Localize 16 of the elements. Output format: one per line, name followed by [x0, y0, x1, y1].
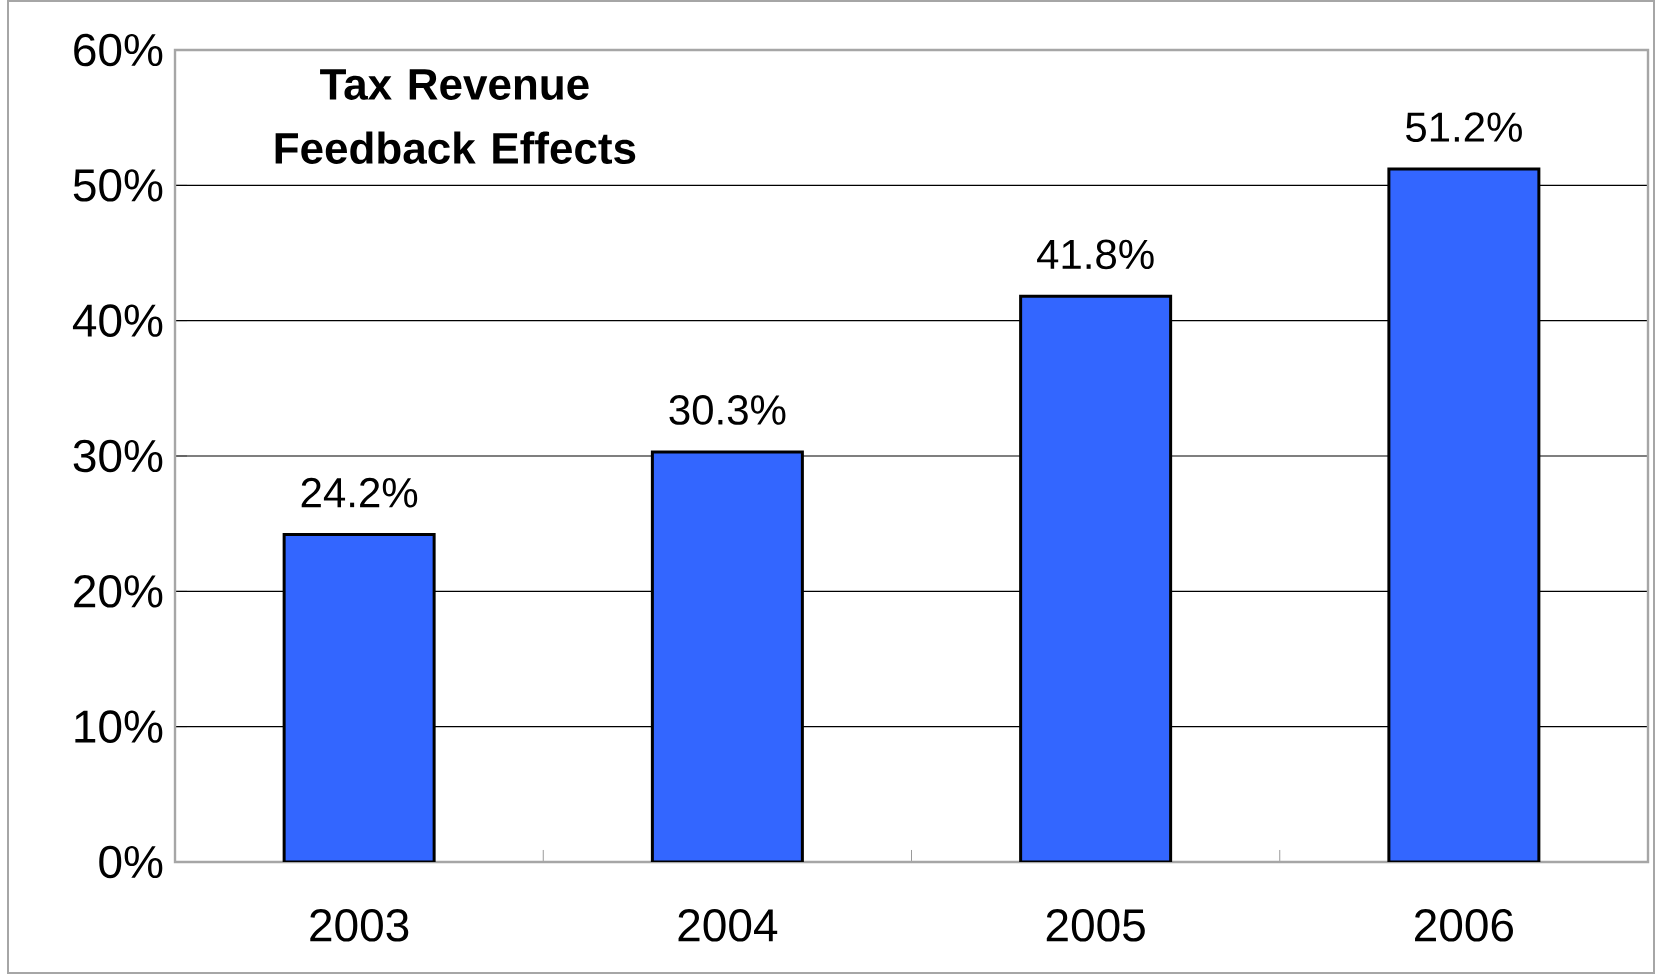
data-label: 41.8%	[1037, 239, 1154, 270]
text: Tax Revenue Feedback Effects	[275, 69, 636, 164]
x-tick-label: 2006	[1415, 909, 1513, 942]
data-label: 30.3%	[669, 395, 786, 425]
y-tick-label: 60%	[74, 33, 163, 67]
y-tick-label: 50%	[73, 169, 163, 202]
y-tick-label: 40%	[72, 304, 163, 337]
x-tick-label: 2004	[678, 909, 778, 942]
y-tick-label: 30%	[73, 439, 163, 473]
data-label: 24.2%	[301, 477, 418, 508]
x-tick-label: 2003	[310, 909, 409, 942]
data-label: 51.2%	[1406, 112, 1522, 143]
y-tick-label: 20%	[74, 575, 163, 608]
x-tick-label: 2005	[1046, 909, 1145, 942]
y-tick-label: 0%	[99, 845, 163, 879]
y-tick-label: 10%	[75, 710, 163, 743]
